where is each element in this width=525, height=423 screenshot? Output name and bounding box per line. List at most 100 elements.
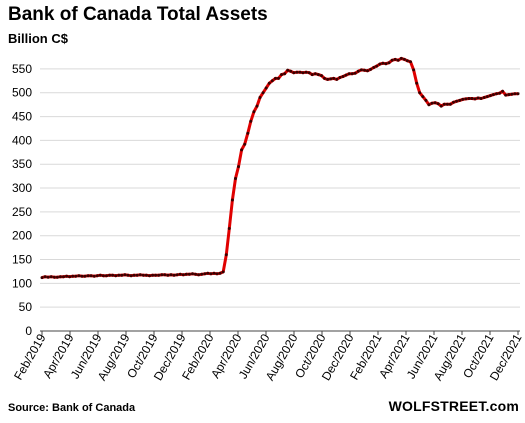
data-point (163, 273, 167, 277)
data-point (464, 97, 468, 101)
y-tick-label: 250 (12, 205, 32, 219)
data-point (402, 57, 406, 61)
data-point (135, 273, 139, 277)
data-point (390, 58, 394, 62)
data-point (237, 165, 240, 169)
data-point (421, 95, 425, 99)
x-axis-ticks: Feb/2019Apr/2019Jun/2019Aug/2019Oct/2019… (11, 331, 525, 383)
data-point (378, 62, 382, 66)
data-point (98, 273, 102, 277)
series-line (41, 56, 518, 280)
data-point (58, 275, 62, 279)
data-point (141, 273, 145, 277)
data-point (227, 227, 231, 230)
grid-lines (40, 68, 520, 308)
data-point (148, 274, 151, 278)
data-point (209, 272, 213, 276)
data-point (49, 275, 53, 279)
data-point (393, 57, 397, 61)
data-point (350, 72, 354, 76)
data-point (433, 101, 437, 105)
data-point (283, 72, 287, 76)
y-tick-label: 450 (12, 110, 32, 124)
data-point (313, 72, 317, 76)
data-point (501, 89, 505, 93)
data-point (151, 273, 155, 277)
data-point (304, 70, 308, 74)
data-point (270, 79, 274, 83)
data-point (83, 274, 87, 278)
data-point (485, 95, 489, 99)
data-point (504, 93, 508, 97)
data-point (301, 71, 305, 75)
data-point (326, 77, 330, 81)
data-point (117, 273, 121, 277)
data-point (455, 99, 459, 103)
data-point (138, 273, 142, 277)
data-point (430, 101, 434, 105)
data-point (381, 61, 385, 65)
data-point (356, 69, 360, 73)
data-point (482, 96, 486, 99)
data-point (224, 253, 228, 257)
y-tick-label: 100 (12, 276, 32, 290)
data-point (215, 272, 219, 276)
data-point (120, 273, 124, 277)
data-point (123, 273, 127, 277)
series-layer (40, 56, 520, 280)
data-point (157, 273, 161, 277)
data-point (424, 98, 428, 102)
data-point (234, 177, 237, 180)
data-point (92, 274, 96, 278)
chart-title: Bank of Canada Total Assets (8, 4, 268, 25)
data-point (114, 274, 118, 278)
source-note: Source: Bank of Canada (8, 402, 136, 414)
data-point (375, 64, 379, 68)
data-point (338, 76, 342, 79)
data-point (218, 271, 222, 275)
data-point (197, 273, 201, 277)
data-point (436, 102, 440, 106)
data-point (132, 273, 136, 277)
data-point (476, 96, 480, 100)
data-point (111, 273, 115, 277)
data-point (95, 274, 99, 278)
data-point (445, 102, 449, 106)
data-point (181, 273, 185, 277)
data-point (513, 92, 517, 96)
data-point (105, 274, 108, 278)
data-point (68, 275, 72, 279)
data-point (448, 102, 452, 106)
data-point (405, 59, 409, 63)
unit-label: Billion C$ (8, 31, 68, 46)
data-point (359, 68, 363, 72)
data-point (212, 271, 216, 275)
data-point (200, 272, 204, 276)
data-point (323, 76, 326, 80)
data-point (77, 274, 81, 278)
data-point (273, 76, 277, 80)
data-point (439, 104, 443, 108)
data-point (243, 142, 247, 146)
data-point (507, 93, 511, 97)
data-point (126, 273, 130, 277)
data-point (495, 92, 498, 96)
data-point (452, 100, 455, 104)
data-point (516, 92, 520, 96)
data-point (332, 76, 336, 80)
data-point (491, 93, 495, 97)
data-point (166, 273, 170, 277)
data-point (43, 275, 47, 279)
data-point (295, 70, 299, 74)
data-point (178, 272, 182, 276)
data-point (384, 62, 388, 66)
data-point (71, 274, 75, 278)
y-axis-ticks: 0 50 100 150 200 250 300 350 400 450 500 550 (12, 62, 32, 338)
data-point (510, 92, 514, 96)
data-point (498, 91, 502, 95)
data-point (206, 271, 210, 275)
data-point (286, 68, 290, 72)
data-point (62, 275, 65, 279)
data-point (289, 69, 293, 73)
data-point (40, 276, 44, 280)
